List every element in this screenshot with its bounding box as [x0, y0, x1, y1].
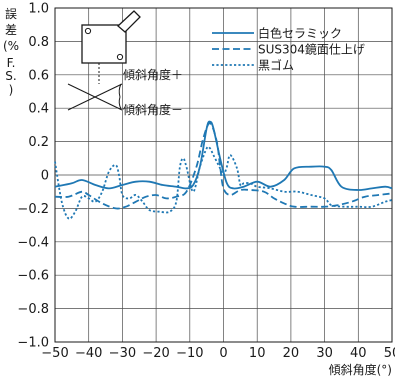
y-tick-label: 0.2 [28, 135, 49, 150]
sensor-inset: 傾斜角度＋ 傾斜角度－ [67, 10, 183, 117]
x-tick-label: −50 [41, 346, 68, 361]
y-tick-label: 0.6 [28, 68, 49, 83]
x-tick-label: 50 [384, 346, 395, 361]
y-axis-label-char: 差 [5, 23, 17, 37]
tilt-line-b [67, 83, 123, 111]
x-tick-label: 40 [350, 346, 367, 361]
y-axis-label-char: S. [5, 69, 16, 83]
y-axis-label-char: F. [7, 56, 16, 70]
tilt-plus-label: 傾斜角度＋ [123, 67, 183, 82]
x-axis-label: 傾斜角度(°) [329, 362, 392, 377]
x-tick-label: −40 [75, 346, 102, 361]
y-tick-label: −0.6 [17, 269, 49, 284]
y-tick-label: −1.0 [17, 336, 49, 351]
y-tick-label: 1.0 [28, 2, 49, 17]
legend-label-1: 白色セラミック [258, 26, 342, 41]
x-tick-label: 30 [316, 346, 333, 361]
x-tick-label: 10 [249, 346, 266, 361]
x-axis-ticks: −50 −40 −30 −20 −10 0 10 20 30 40 50 [41, 346, 395, 361]
sensor-screw-bottom-right [116, 53, 124, 61]
y-tick-label: 0 [41, 169, 49, 184]
x-tick-label: −30 [109, 346, 136, 361]
y-axis-label-char: (% [3, 39, 19, 53]
legend-label-2: SUS304鏡面仕上げ [258, 42, 365, 57]
y-axis-label: 誤差 (% F.S.) [3, 6, 19, 97]
y-axis-label-char: 誤 [5, 6, 17, 21]
sensor-screw-top-left [84, 27, 92, 35]
y-tick-label: −0.2 [17, 202, 49, 217]
tilt-arc-plus [118, 83, 122, 98]
legend-label-3: 黒ゴム [258, 58, 294, 73]
plot-frame [54, 7, 393, 343]
sensor-cable [117, 10, 141, 33]
x-tick-label: −10 [176, 346, 203, 361]
x-tick-label: −20 [142, 346, 169, 361]
series [54, 120, 393, 220]
y-tick-label: 0.4 [28, 102, 49, 117]
series-line-3 [54, 145, 393, 220]
y-tick-label: −0.8 [17, 302, 49, 317]
y-axis-ticks: 1.0 0.8 0.6 0.4 0.2 0 −0.2 −0.4 −0.6 −0.8 −1.0 [17, 2, 49, 351]
y-tick-label: −0.4 [17, 235, 49, 250]
series-line-2 [54, 122, 393, 210]
y-axis-label-char: ) [9, 83, 14, 97]
tilt-arc-minus [118, 96, 122, 110]
tilt-minus-label: 傾斜角度－ [123, 102, 183, 117]
x-tick-label: 20 [283, 346, 300, 361]
x-tick-label: 0 [219, 346, 227, 361]
y-tick-label: 0.8 [28, 35, 49, 50]
